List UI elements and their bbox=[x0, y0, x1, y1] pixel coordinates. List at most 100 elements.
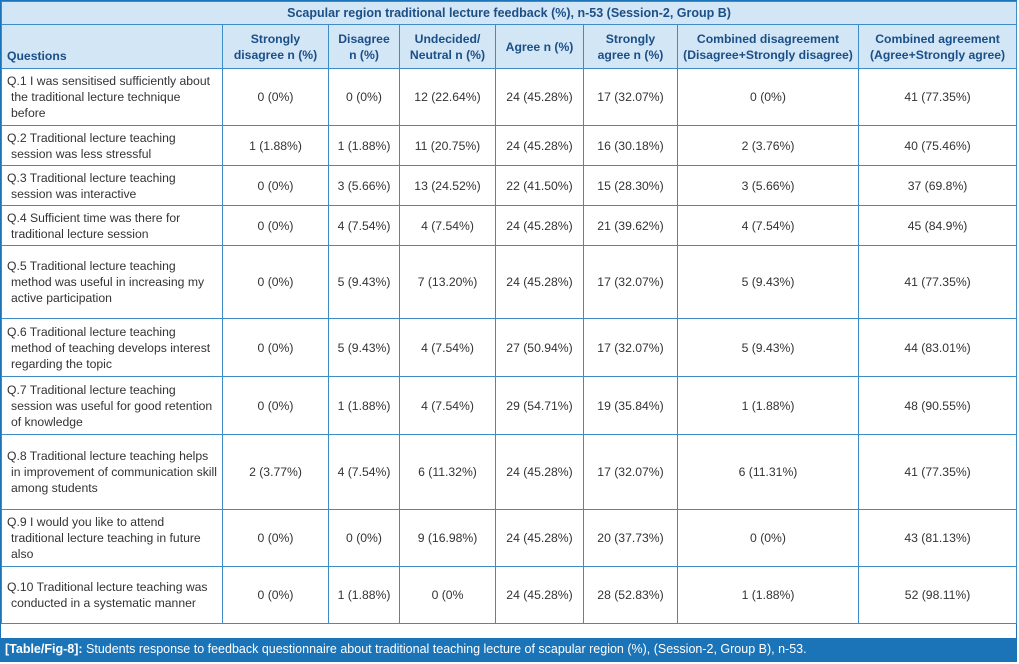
table-row: Q.3 Traditional lecture teaching session… bbox=[1, 165, 1018, 206]
combined-agreement-cell: 52 (98.11%) bbox=[857, 566, 1018, 624]
question-cell: Q.4 Sufficient time was there for tradit… bbox=[1, 205, 223, 246]
caption-text: Students response to feedback questionna… bbox=[82, 642, 807, 656]
disagree-cell: 5 (9.43%) bbox=[328, 245, 400, 319]
question-cell: Q.3 Traditional lecture teaching session… bbox=[1, 165, 223, 206]
table-row: Q.4 Sufficient time was there for tradit… bbox=[1, 205, 1018, 246]
agree-cell: 24 (45.28%) bbox=[495, 125, 584, 166]
agree-cell: 24 (45.28%) bbox=[495, 566, 584, 624]
table-row: Q.2 Traditional lecture teaching session… bbox=[1, 125, 1018, 166]
combined-agreement-cell: 37 (69.8%) bbox=[857, 165, 1018, 206]
strongly-agree-cell: 20 (37.73%) bbox=[583, 509, 678, 567]
combined-disagreement-cell: 5 (9.43%) bbox=[677, 318, 859, 377]
strongly-agree-cell: 16 (30.18%) bbox=[583, 125, 678, 166]
combined-disagreement-cell: 5 (9.43%) bbox=[677, 245, 859, 319]
combined-disagreement-cell: 4 (7.54%) bbox=[677, 205, 859, 246]
strongly-disagree-cell: 0 (0%) bbox=[222, 205, 329, 246]
header-agree: Agree n (%) bbox=[495, 24, 584, 69]
feedback-table: Scapular region traditional lecture feed… bbox=[0, 1, 1018, 624]
agree-cell: 22 (41.50%) bbox=[495, 165, 584, 206]
disagree-cell: 1 (1.88%) bbox=[328, 125, 400, 166]
question-cell: Q.7 Traditional lecture teaching session… bbox=[1, 376, 223, 435]
agree-cell: 24 (45.28%) bbox=[495, 205, 584, 246]
question-cell: Q.5 Traditional lecture teaching method … bbox=[1, 245, 223, 319]
question-cell: Q.9 I would you like to attend tradition… bbox=[1, 509, 223, 567]
table-row: Q.10 Traditional lecture teaching was co… bbox=[1, 566, 1018, 624]
strongly-disagree-cell: 0 (0%) bbox=[222, 509, 329, 567]
strongly-disagree-cell: 0 (0%) bbox=[222, 566, 329, 624]
agree-cell: 27 (50.94%) bbox=[495, 318, 584, 377]
neutral-cell: 11 (20.75%) bbox=[399, 125, 496, 166]
disagree-cell: 5 (9.43%) bbox=[328, 318, 400, 377]
disagree-cell: 4 (7.54%) bbox=[328, 205, 400, 246]
combined-agreement-cell: 41 (77.35%) bbox=[857, 68, 1018, 126]
header-neutral: Undecided/ Neutral n (%) bbox=[399, 24, 496, 69]
combined-agreement-cell: 41 (77.35%) bbox=[857, 434, 1018, 510]
combined-disagreement-cell: 6 (11.31%) bbox=[677, 434, 859, 510]
neutral-cell: 4 (7.54%) bbox=[399, 376, 496, 435]
caption-tag: [Table/Fig-8]: bbox=[5, 642, 83, 656]
neutral-cell: 6 (11.32%) bbox=[399, 434, 496, 510]
table-row: Q.9 I would you like to attend tradition… bbox=[1, 509, 1018, 567]
agree-cell: 24 (45.28%) bbox=[495, 434, 584, 510]
combined-disagreement-cell: 0 (0%) bbox=[677, 68, 859, 126]
combined-agreement-cell: 45 (84.9%) bbox=[857, 205, 1018, 246]
combined-agreement-cell: 40 (75.46%) bbox=[857, 125, 1018, 166]
agree-cell: 24 (45.28%) bbox=[495, 509, 584, 567]
strongly-disagree-cell: 1 (1.88%) bbox=[222, 125, 329, 166]
neutral-cell: 0 (0% bbox=[399, 566, 496, 624]
disagree-cell: 1 (1.88%) bbox=[328, 566, 400, 624]
disagree-cell: 3 (5.66%) bbox=[328, 165, 400, 206]
strongly-agree-cell: 21 (39.62%) bbox=[583, 205, 678, 246]
strongly-agree-cell: 15 (28.30%) bbox=[583, 165, 678, 206]
strongly-disagree-cell: 0 (0%) bbox=[222, 68, 329, 126]
header-combined-disagreement: Combined disagreement (Disagree+Strongly… bbox=[677, 24, 859, 69]
strongly-disagree-cell: 2 (3.77%) bbox=[222, 434, 329, 510]
strongly-disagree-cell: 0 (0%) bbox=[222, 245, 329, 319]
question-cell: Q.8 Traditional lecture teaching helps i… bbox=[1, 434, 223, 510]
disagree-cell: 1 (1.88%) bbox=[328, 376, 400, 435]
agree-cell: 29 (54.71%) bbox=[495, 376, 584, 435]
header-strongly-agree: Strongly agree n (%) bbox=[583, 24, 678, 69]
disagree-cell: 4 (7.54%) bbox=[328, 434, 400, 510]
strongly-disagree-cell: 0 (0%) bbox=[222, 376, 329, 435]
combined-agreement-cell: 48 (90.55%) bbox=[857, 376, 1018, 435]
combined-disagreement-cell: 1 (1.88%) bbox=[677, 376, 859, 435]
neutral-cell: 4 (7.54%) bbox=[399, 205, 496, 246]
neutral-cell: 9 (16.98%) bbox=[399, 509, 496, 567]
table-row: Q.8 Traditional lecture teaching helps i… bbox=[1, 434, 1018, 510]
table-title: Scapular region traditional lecture feed… bbox=[0, 1, 1018, 25]
question-cell: Q.6 Traditional lecture teaching method … bbox=[1, 318, 223, 377]
neutral-cell: 7 (13.20%) bbox=[399, 245, 496, 319]
header-strongly-disagree: Strongly disagree n (%) bbox=[222, 24, 329, 69]
table-header-row: Questions Strongly disagree n (%) Disagr… bbox=[1, 24, 1018, 69]
combined-agreement-cell: 43 (81.13%) bbox=[857, 509, 1018, 567]
neutral-cell: 4 (7.54%) bbox=[399, 318, 496, 377]
question-cell: Q.2 Traditional lecture teaching session… bbox=[1, 125, 223, 166]
neutral-cell: 13 (24.52%) bbox=[399, 165, 496, 206]
combined-agreement-cell: 41 (77.35%) bbox=[857, 245, 1018, 319]
table-row: Q.6 Traditional lecture teaching method … bbox=[1, 318, 1018, 377]
question-cell: Q.10 Traditional lecture teaching was co… bbox=[1, 566, 223, 624]
combined-disagreement-cell: 2 (3.76%) bbox=[677, 125, 859, 166]
table-row: Q.7 Traditional lecture teaching session… bbox=[1, 376, 1018, 435]
strongly-agree-cell: 28 (52.83%) bbox=[583, 566, 678, 624]
agree-cell: 24 (45.28%) bbox=[495, 245, 584, 319]
strongly-disagree-cell: 0 (0%) bbox=[222, 318, 329, 377]
strongly-agree-cell: 17 (32.07%) bbox=[583, 245, 678, 319]
question-cell: Q.1 I was sensitised sufficiently about … bbox=[1, 68, 223, 126]
header-questions: Questions bbox=[1, 24, 223, 69]
combined-disagreement-cell: 0 (0%) bbox=[677, 509, 859, 567]
disagree-cell: 0 (0%) bbox=[328, 509, 400, 567]
disagree-cell: 0 (0%) bbox=[328, 68, 400, 126]
combined-disagreement-cell: 1 (1.88%) bbox=[677, 566, 859, 624]
table-row: Q.1 I was sensitised sufficiently about … bbox=[1, 68, 1018, 126]
combined-agreement-cell: 44 (83.01%) bbox=[857, 318, 1018, 377]
header-combined-agreement: Combined agreement (Agree+Strongly agree… bbox=[857, 24, 1018, 69]
strongly-disagree-cell: 0 (0%) bbox=[222, 165, 329, 206]
strongly-agree-cell: 19 (35.84%) bbox=[583, 376, 678, 435]
strongly-agree-cell: 17 (32.07%) bbox=[583, 434, 678, 510]
figure-caption: [Table/Fig-8]: Students response to feed… bbox=[1, 638, 1016, 661]
agree-cell: 24 (45.28%) bbox=[495, 68, 584, 126]
strongly-agree-cell: 17 (32.07%) bbox=[583, 68, 678, 126]
